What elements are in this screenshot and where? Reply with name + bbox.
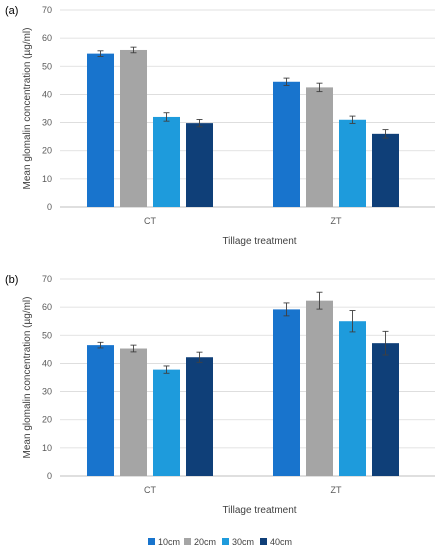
bar-zt-10cm [273,309,300,476]
y-tick-label: 20 [42,415,52,425]
y-axis-title: Mean glomalin concentration (µg/ml) [22,28,33,190]
bar-ct-40cm [186,123,213,207]
y-tick-label: 40 [42,358,52,368]
panel-label: (b) [5,274,18,286]
bar-ct-20cm [120,348,147,476]
bar-zt-20cm [306,300,333,476]
y-tick-label: 60 [42,302,52,312]
y-tick-label: 0 [47,471,52,481]
legend-label-40cm: 40cm [270,537,292,547]
bar-ct-20cm [120,49,147,207]
legend-swatch-10cm [148,538,155,545]
legend: 10cm 20cm 30cm 40cm [148,537,292,547]
bar-ct-30cm [153,369,180,476]
bar-zt-10cm [273,81,300,207]
y-tick-label: 60 [42,33,52,43]
legend-label-10cm: 10cm [158,537,180,547]
bar-ct-40cm [186,357,213,476]
x-tick-label: CT [144,216,156,226]
y-tick-label: 50 [42,61,52,71]
bar-ct-30cm [153,116,180,207]
y-tick-label: 20 [42,146,52,156]
y-tick-label: 50 [42,330,52,340]
y-tick-label: 30 [42,118,52,128]
x-axis-title: Tillage treatment [222,505,296,516]
x-tick-label: CT [144,485,156,495]
bar-zt-40cm [372,133,399,207]
x-tick-label: ZT [331,485,342,495]
y-tick-label: 10 [42,443,52,453]
bar-ct-10cm [87,53,114,207]
bar-zt-20cm [306,87,333,207]
x-tick-label: ZT [331,216,342,226]
bar-zt-30cm [339,119,366,207]
chart-panel-2: (b) 0 10 20 30 40 50 60 70 CT ZT Tillage treatment M… [5,274,435,516]
legend-swatch-30cm [222,538,229,545]
y-tick-label: 30 [42,387,52,397]
y-axis-title: Mean glomalin concentration (µg/ml) [22,297,33,459]
bar-zt-30cm [339,321,366,476]
legend-swatch-40cm [260,538,267,545]
panel-label: (a) [5,5,18,17]
x-axis-title: Tillage treatment [222,236,296,247]
y-tick-label: 70 [42,5,52,15]
legend-label-30cm: 30cm [232,537,254,547]
bar-zt-40cm [372,343,399,476]
legend-label-20cm: 20cm [194,537,216,547]
chart-panel-1: (a) 0 10 20 30 40 50 60 70 CT ZT Tillage treatment M… [5,5,435,247]
y-tick-label: 0 [47,202,52,212]
y-tick-label: 40 [42,89,52,99]
y-tick-label: 10 [42,174,52,184]
legend-swatch-20cm [184,538,191,545]
y-tick-label: 70 [42,274,52,284]
bar-ct-10cm [87,345,114,476]
